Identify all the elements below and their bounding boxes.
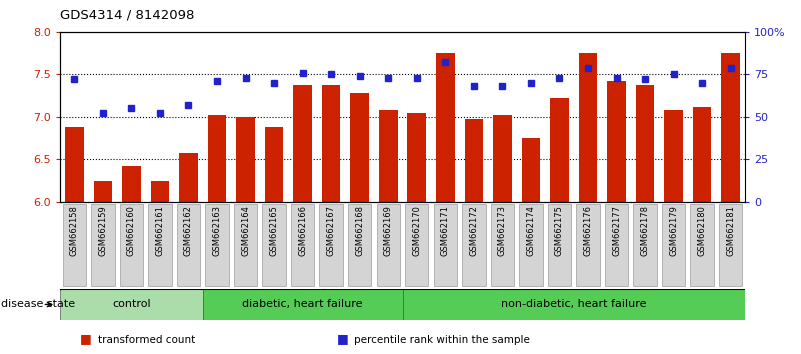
Text: GSM662181: GSM662181 (727, 205, 735, 256)
Text: non-diabetic, heart failure: non-diabetic, heart failure (501, 299, 646, 309)
Text: diabetic, heart failure: diabetic, heart failure (243, 299, 363, 309)
Text: GSM662160: GSM662160 (127, 205, 136, 256)
Bar (60, 289, 203, 320)
Text: GSM662162: GSM662162 (184, 205, 193, 256)
FancyBboxPatch shape (634, 204, 657, 286)
Text: GSM662168: GSM662168 (355, 205, 364, 256)
FancyBboxPatch shape (519, 204, 542, 286)
FancyBboxPatch shape (205, 204, 229, 286)
Text: percentile rank within the sample: percentile rank within the sample (354, 335, 530, 345)
Bar (179, 153, 198, 202)
FancyBboxPatch shape (234, 204, 257, 286)
FancyBboxPatch shape (177, 204, 200, 286)
Bar (293, 85, 312, 202)
Bar (207, 115, 227, 202)
Text: GSM662174: GSM662174 (526, 205, 535, 256)
FancyBboxPatch shape (263, 204, 286, 286)
Text: GSM662165: GSM662165 (270, 205, 279, 256)
FancyBboxPatch shape (719, 204, 743, 286)
FancyBboxPatch shape (91, 204, 115, 286)
Text: GSM662164: GSM662164 (241, 205, 250, 256)
Text: GSM662172: GSM662172 (469, 205, 478, 256)
Text: GSM662175: GSM662175 (555, 205, 564, 256)
FancyBboxPatch shape (348, 204, 372, 286)
Text: ■: ■ (80, 332, 92, 345)
Text: GSM662179: GSM662179 (669, 205, 678, 256)
Bar (122, 166, 141, 202)
Bar (693, 107, 711, 202)
FancyBboxPatch shape (405, 204, 429, 286)
FancyBboxPatch shape (462, 204, 485, 286)
Bar (151, 181, 169, 202)
Text: GSM662167: GSM662167 (327, 205, 336, 256)
FancyArrowPatch shape (45, 302, 52, 307)
FancyBboxPatch shape (433, 204, 457, 286)
Text: GSM662163: GSM662163 (212, 205, 222, 256)
Text: GDS4314 / 8142098: GDS4314 / 8142098 (60, 8, 195, 21)
FancyBboxPatch shape (291, 204, 314, 286)
FancyBboxPatch shape (119, 204, 143, 286)
Text: control: control (112, 299, 151, 309)
Bar (607, 81, 626, 202)
Bar (722, 53, 740, 202)
Text: GSM662173: GSM662173 (498, 205, 507, 256)
FancyBboxPatch shape (320, 204, 343, 286)
Bar (664, 110, 683, 202)
Bar (550, 98, 569, 202)
Text: GSM662171: GSM662171 (441, 205, 450, 256)
Bar (403, 289, 745, 320)
FancyBboxPatch shape (690, 204, 714, 286)
Text: GSM662176: GSM662176 (583, 205, 593, 256)
Bar (265, 127, 284, 202)
FancyBboxPatch shape (491, 204, 514, 286)
Bar (436, 53, 455, 202)
FancyBboxPatch shape (62, 204, 86, 286)
Bar (493, 115, 512, 202)
Bar (322, 85, 340, 202)
Text: GSM662159: GSM662159 (99, 205, 107, 256)
Bar (636, 85, 654, 202)
Text: GSM662178: GSM662178 (641, 205, 650, 256)
Bar (350, 93, 369, 202)
FancyBboxPatch shape (605, 204, 628, 286)
Text: GSM662169: GSM662169 (384, 205, 392, 256)
Bar (465, 119, 483, 202)
Bar (236, 117, 255, 202)
FancyBboxPatch shape (576, 204, 600, 286)
Text: GSM662177: GSM662177 (612, 205, 621, 256)
Text: GSM662161: GSM662161 (155, 205, 164, 256)
Text: GSM662170: GSM662170 (413, 205, 421, 256)
FancyBboxPatch shape (148, 204, 171, 286)
Text: GSM662158: GSM662158 (70, 205, 78, 256)
Bar (379, 110, 397, 202)
FancyBboxPatch shape (376, 204, 400, 286)
Text: disease state: disease state (1, 299, 75, 309)
Text: GSM662180: GSM662180 (698, 205, 706, 256)
Text: GSM662166: GSM662166 (298, 205, 307, 256)
FancyBboxPatch shape (548, 204, 571, 286)
Bar (408, 113, 426, 202)
Bar (203, 289, 403, 320)
Bar (94, 181, 112, 202)
Text: transformed count: transformed count (98, 335, 195, 345)
Bar (521, 138, 540, 202)
Text: ■: ■ (336, 332, 348, 345)
Bar (578, 53, 598, 202)
Bar (65, 127, 83, 202)
FancyBboxPatch shape (662, 204, 686, 286)
